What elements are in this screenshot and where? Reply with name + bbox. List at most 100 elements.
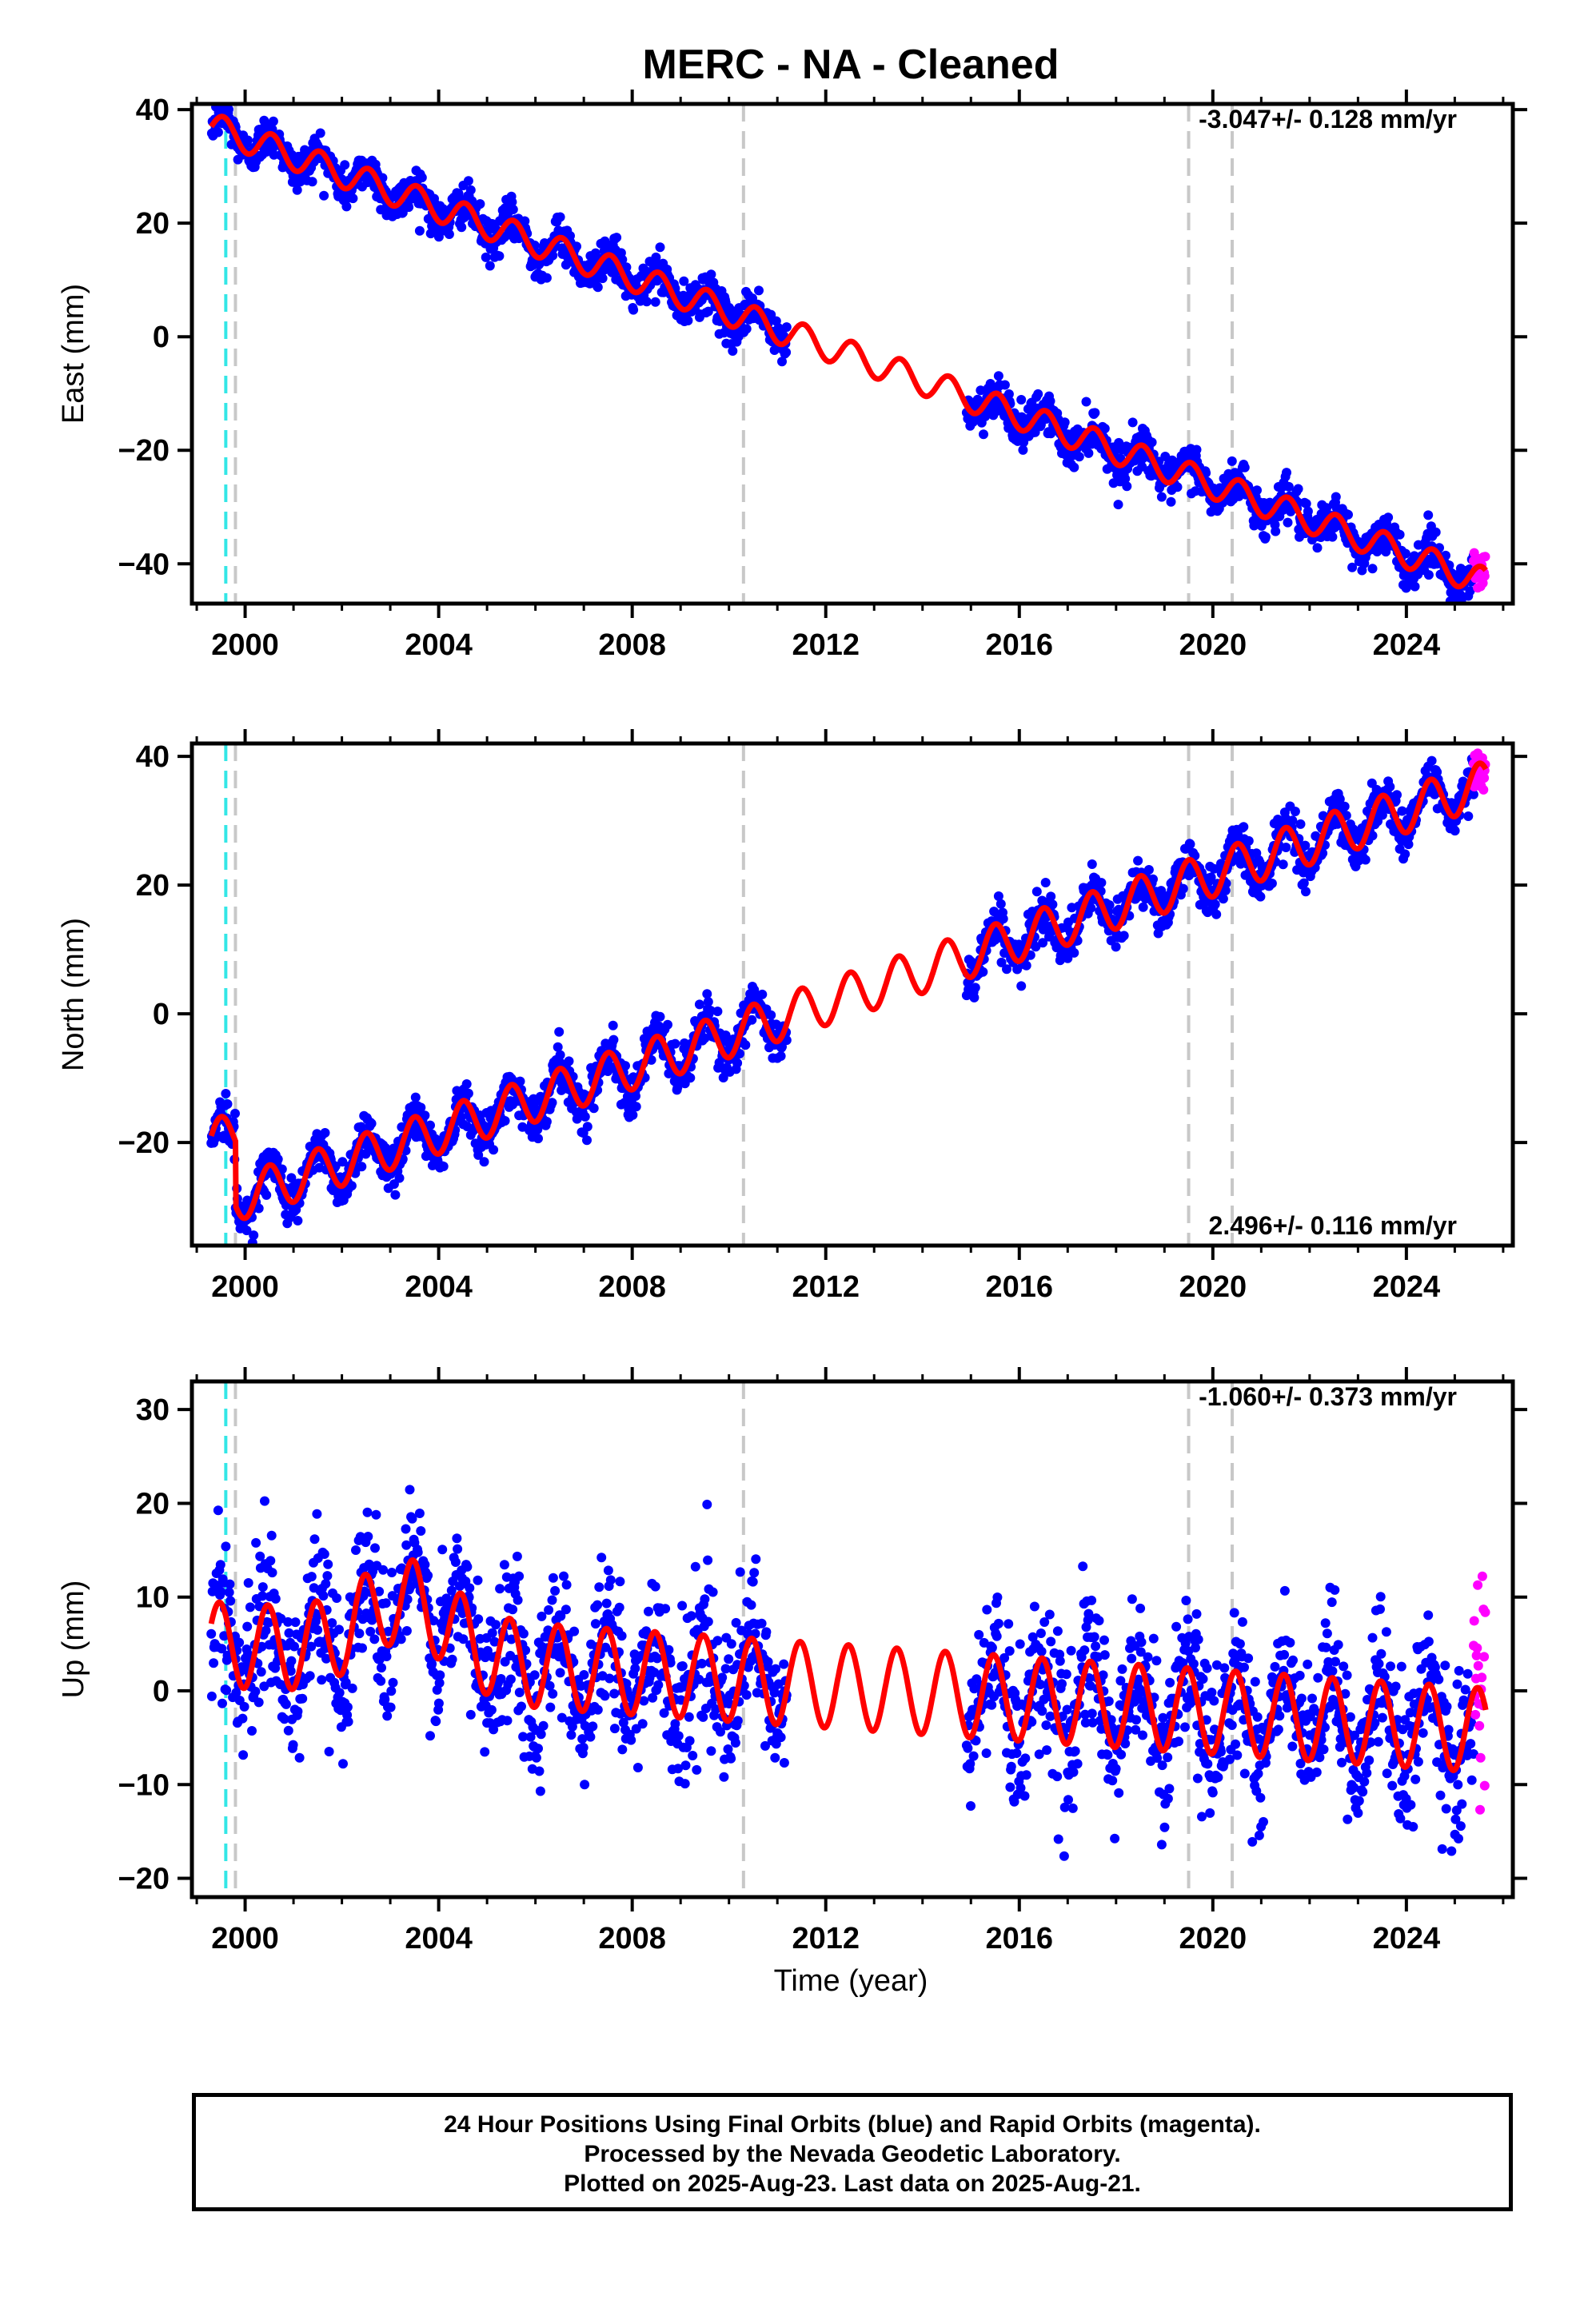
final-point [415,1509,425,1518]
final-point [247,1726,257,1736]
final-point [269,117,278,126]
final-point [556,1668,565,1677]
final-point [308,177,317,186]
x-tick-label: 2024 [1373,628,1441,662]
x-tick-label: 2008 [598,628,666,662]
final-point [457,222,466,232]
final-point [501,1116,510,1126]
final-point [405,1485,415,1494]
final-point [466,1710,476,1720]
final-point [491,1620,501,1629]
final-point [1157,492,1167,502]
final-point [653,1680,663,1690]
final-point [683,316,692,325]
final-point [556,213,565,222]
final-point [719,1772,728,1782]
final-point [631,1091,640,1101]
final-point [213,1505,223,1515]
final-orbit-points-up [206,1485,1478,1860]
final-point [724,1654,733,1664]
final-point [736,1567,745,1577]
final-point [1033,389,1043,399]
final-point [514,1572,524,1581]
final-point [425,1731,435,1740]
final-point [343,1702,353,1712]
final-point [397,1634,406,1644]
rapid-point [1478,785,1488,795]
final-point [617,1744,627,1754]
final-point [617,1631,627,1640]
final-point [348,193,357,203]
final-point [464,1089,473,1098]
final-point [1424,570,1434,580]
final-point [423,1571,433,1581]
final-point [628,305,638,315]
final-point [517,1702,526,1712]
x-tick-label: 2008 [598,1270,666,1304]
final-point [481,253,491,262]
final-point [656,1012,665,1022]
final-point [217,1699,227,1708]
final-point [548,1689,557,1699]
final-point [684,1712,694,1722]
final-point [704,1617,713,1627]
final-point [698,1712,708,1722]
final-point [593,1705,603,1715]
final-point [602,1599,612,1608]
final-point [401,1525,411,1534]
final-point [464,176,473,185]
final-point [402,1626,412,1636]
y-tick-label: 0 [153,321,170,354]
final-point [519,1629,529,1639]
final-point [751,1554,760,1564]
final-point [271,1594,281,1604]
final-point [1227,456,1237,466]
final-point [1211,910,1221,919]
y-tick-label: −40 [118,548,170,581]
final-point [367,1118,377,1128]
final-point [987,1700,996,1710]
final-point [265,1556,275,1565]
final-point [1267,879,1277,888]
final-point [609,1689,619,1699]
final-point [539,1721,549,1731]
final-point [439,1162,449,1171]
final-point [656,242,665,252]
final-point [1192,445,1202,455]
final-point [225,1580,234,1589]
final-point [322,1571,332,1581]
final-point [1410,582,1420,592]
final-point [386,1703,396,1712]
final-point [206,94,216,103]
final-point [702,1500,712,1509]
final-point [550,1586,560,1596]
final-point [465,1583,474,1593]
final-point [782,322,792,332]
final-point [1463,811,1473,821]
final-point [1392,790,1402,799]
final-point [234,1638,244,1648]
final-point [1239,822,1248,831]
final-point [1313,543,1323,552]
final-point [1022,961,1031,971]
final-point [494,251,504,261]
final-point [1282,468,1291,477]
final-point [704,997,713,1007]
plot-area-up [206,1381,1490,1897]
final-point [771,1664,780,1674]
final-point [344,1717,353,1727]
final-point [754,285,764,295]
final-point [273,1154,283,1164]
final-point [747,1600,756,1610]
final-point [437,1545,447,1554]
y-tick-label: 20 [136,869,170,903]
final-point [221,1089,230,1098]
final-point [245,1602,255,1612]
final-point [642,297,652,306]
final-point [535,1767,545,1776]
final-point [488,1628,497,1638]
final-point [453,1545,462,1554]
x-tick-label: 2000 [211,628,279,662]
final-point [1060,417,1070,427]
